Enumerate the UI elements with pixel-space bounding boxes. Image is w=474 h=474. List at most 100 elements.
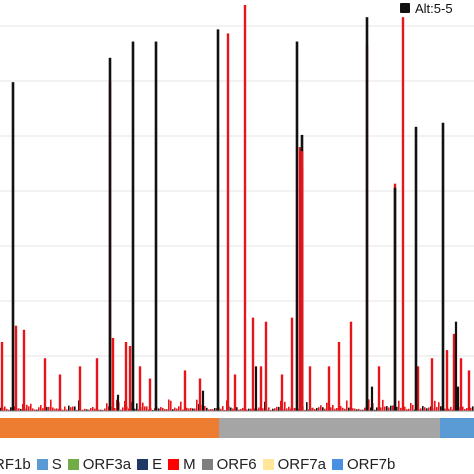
noise-bar (212, 409, 214, 411)
red-bar (251, 317, 255, 411)
noise-bar (52, 407, 54, 411)
noise-bar (122, 407, 124, 411)
red-bar (290, 317, 294, 411)
gene-segment-s (219, 418, 440, 438)
noise-bar (294, 407, 296, 411)
noise-bar (116, 399, 118, 411)
noise-bar (324, 408, 326, 411)
noise-bar (360, 409, 362, 411)
gene-segment-rf1b (0, 418, 219, 438)
legend-swatch-black (400, 3, 410, 13)
black-spike (414, 126, 418, 412)
noise-bar (268, 407, 270, 411)
noise-bar (440, 406, 442, 411)
red-bar (349, 321, 353, 411)
noise-bar (56, 408, 58, 411)
noise-bar (186, 407, 188, 411)
noise-bar (174, 407, 176, 411)
red-bar (78, 366, 82, 411)
noise-bar (408, 408, 410, 411)
gene-legend-swatch (137, 458, 149, 470)
noise-bar (180, 401, 182, 411)
noise-bar (240, 408, 242, 411)
noise-bar (194, 408, 196, 411)
red-bar (148, 378, 152, 411)
red-bar (198, 378, 202, 411)
red-bar (337, 341, 341, 411)
noise-bar (50, 399, 52, 411)
black-bar (454, 321, 458, 411)
gene-legend-label: ORF6 (216, 455, 257, 473)
gene-legend-label: M (183, 455, 196, 473)
noise-bar (192, 408, 194, 411)
red-bar (183, 370, 187, 411)
noise-bar (322, 407, 324, 411)
noise-bar (364, 407, 366, 411)
red-bar (467, 370, 471, 411)
noise-bar (236, 407, 238, 411)
noise-bar (144, 406, 146, 411)
noise-bar (32, 408, 34, 411)
gene-legend-item-e: E (137, 456, 162, 473)
red-bar (233, 374, 237, 411)
noise-bar (68, 405, 70, 411)
red-bar (14, 325, 18, 411)
noise-bar (120, 409, 122, 411)
red-bar (43, 358, 47, 411)
noise-bar (428, 407, 430, 411)
gene-legend-swatch (331, 458, 343, 470)
noise-bar (346, 400, 348, 411)
black-bar (370, 386, 374, 411)
noise-bar (10, 407, 12, 411)
noise-bar (158, 408, 160, 411)
red-bar (259, 366, 263, 411)
noise-bar (424, 407, 426, 411)
noise-bar (306, 402, 308, 411)
noise-bar (276, 406, 278, 411)
red-bar (280, 374, 284, 411)
noise-bar (422, 406, 424, 411)
noise-bar (396, 406, 398, 411)
gene-legend-item-s: S (36, 456, 62, 473)
black-bar (201, 390, 205, 411)
noise-bar (318, 407, 320, 411)
noise-bar (356, 409, 358, 411)
gene-segment-orf3a (440, 418, 474, 438)
gene-legend-swatch (36, 458, 48, 470)
noise-bar (314, 408, 316, 411)
noise-bar (466, 408, 468, 411)
noise-bar (286, 408, 288, 411)
noise-bar (164, 409, 166, 411)
red-bar (377, 366, 381, 411)
noise-bar (196, 399, 198, 411)
noise-bar (370, 407, 372, 411)
noise-bar (94, 408, 96, 411)
noise-bar (420, 408, 422, 411)
noise-bar (172, 409, 174, 411)
noise-bar (72, 406, 74, 411)
black-spike (154, 41, 158, 411)
noise-bar (160, 407, 162, 411)
noise-bar (8, 409, 10, 411)
red-bar (264, 321, 268, 411)
noise-bar (70, 407, 72, 411)
noise-bar (220, 408, 222, 411)
red-bar (308, 366, 312, 411)
noise-bar (434, 400, 436, 411)
noise-bar (352, 408, 354, 411)
noise-bar (48, 406, 50, 411)
noise-bar (274, 408, 276, 411)
noise-bar (410, 403, 412, 411)
red-bar (243, 5, 247, 411)
noise-bar (36, 409, 38, 411)
noise-bar (222, 406, 224, 411)
red-bar (22, 329, 26, 411)
noise-bar (380, 407, 382, 411)
noise-bar (388, 407, 390, 411)
noise-bar (66, 409, 68, 411)
red-bar (128, 346, 132, 411)
noise-bar (102, 409, 104, 411)
gene-legend-swatch (67, 458, 79, 470)
noise-bar (374, 409, 376, 411)
